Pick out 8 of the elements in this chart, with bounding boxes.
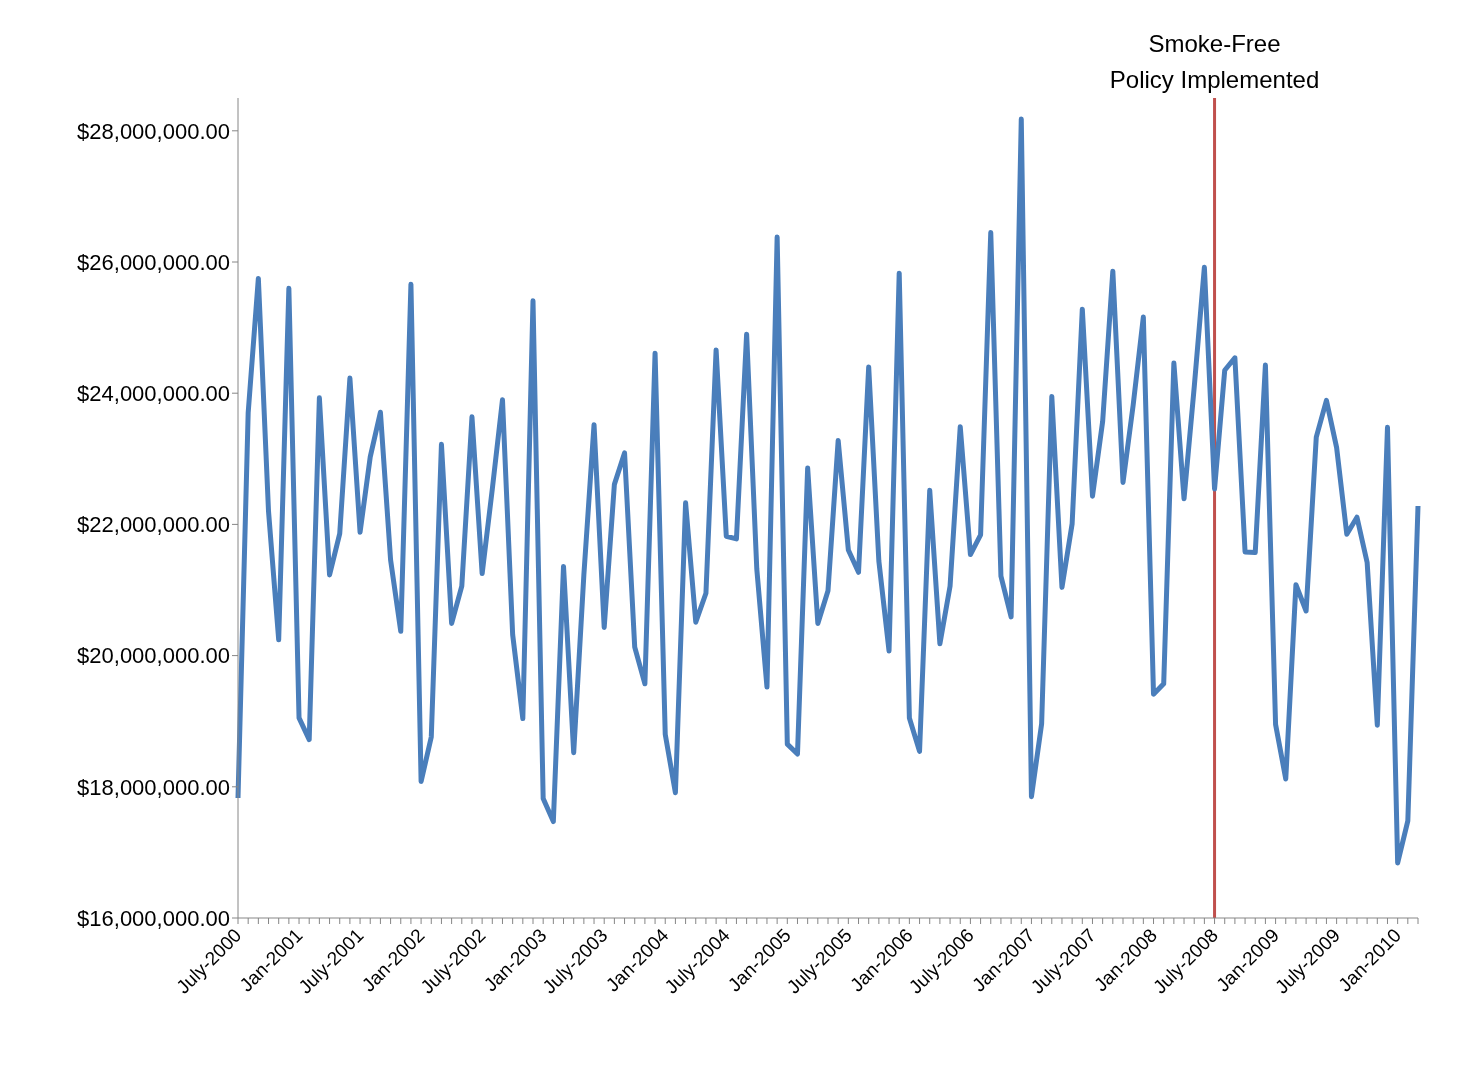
y-tick-label: $24,000,000.00	[77, 381, 230, 407]
y-tick-label: $18,000,000.00	[77, 774, 230, 800]
y-tick-label: $20,000,000.00	[77, 643, 230, 669]
y-tick-label: $16,000,000.00	[77, 905, 230, 931]
y-tick-label: $26,000,000.00	[77, 249, 230, 275]
ref-line-label: Smoke-Free Policy Implemented	[1109, 30, 1320, 93]
y-tick-label: $22,000,000.00	[77, 512, 230, 538]
y-tick-label: $28,000,000.00	[77, 118, 230, 144]
